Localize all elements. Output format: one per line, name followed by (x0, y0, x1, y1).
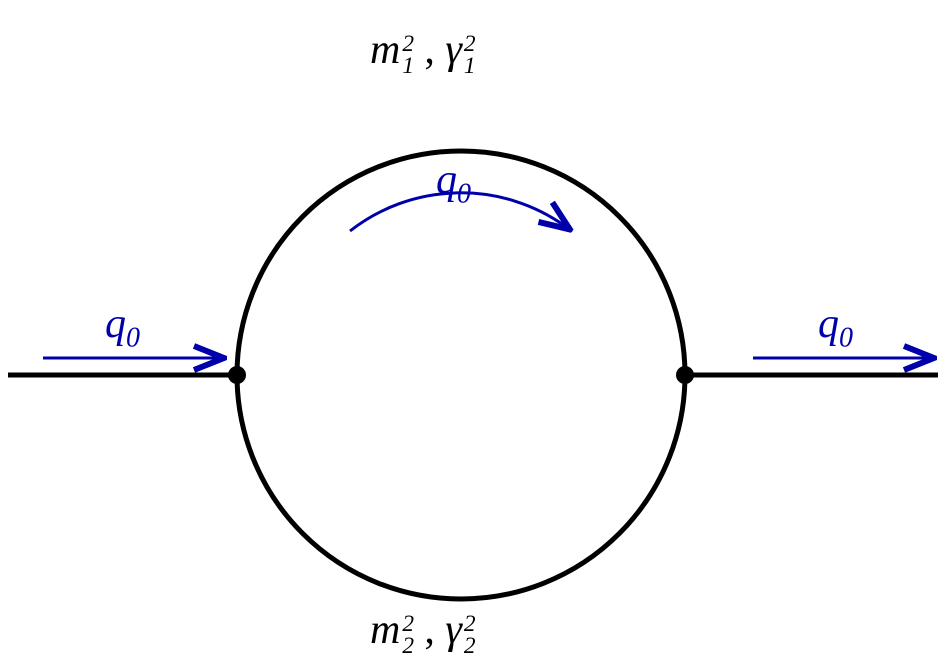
inner-momentum-label: q0 (436, 156, 471, 210)
feynman-diagram (0, 0, 952, 670)
top-propagator-label: m21, γ21 (370, 26, 462, 74)
left-vertex (228, 366, 246, 384)
right-momentum-label: q0 (818, 300, 853, 354)
left-momentum-label: q0 (105, 300, 140, 354)
bottom-propagator-label: m22, γ22 (370, 606, 462, 654)
loop-circle (237, 151, 685, 599)
right-vertex (676, 366, 694, 384)
mass2-symbol: m (370, 607, 400, 653)
mass1-symbol: m (370, 27, 400, 73)
